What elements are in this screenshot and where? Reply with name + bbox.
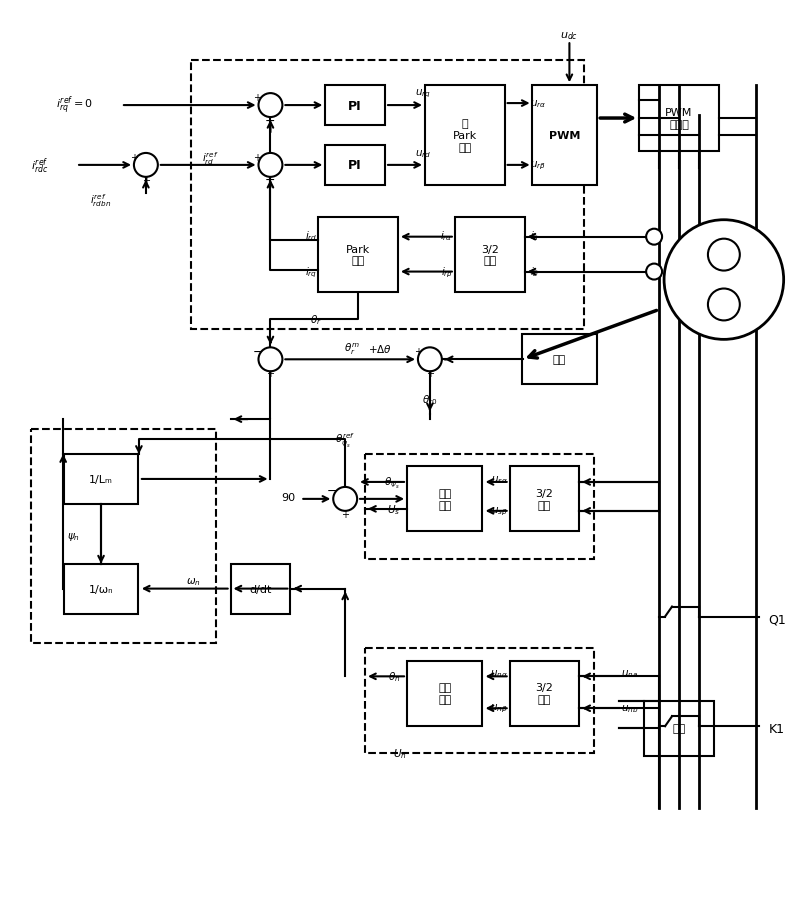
Bar <box>64 455 138 505</box>
Text: $\theta_r^m$: $\theta_r^m$ <box>345 341 360 357</box>
Text: 码盘: 码盘 <box>553 355 566 365</box>
Text: 3/2
变换: 3/2 变换 <box>535 683 554 704</box>
Bar <box>365 455 594 559</box>
Text: PI: PI <box>348 159 362 172</box>
Bar <box>365 649 594 754</box>
Text: $i_{r\alpha}$: $i_{r\alpha}$ <box>440 229 453 243</box>
Text: 电压
计算: 电压 计算 <box>438 683 451 704</box>
Text: $i_{r\beta}$: $i_{r\beta}$ <box>441 265 453 279</box>
Text: 电压
计算: 电压 计算 <box>438 489 451 510</box>
Bar <box>407 467 482 532</box>
Circle shape <box>646 230 662 245</box>
Bar <box>510 467 579 532</box>
Text: $\omega_n$: $\omega_n$ <box>186 575 201 587</box>
Text: $u_{na}$: $u_{na}$ <box>622 668 638 679</box>
Text: +: + <box>142 176 150 186</box>
Text: $U_s$: $U_s$ <box>386 503 400 516</box>
Text: 3/2
变换: 3/2 变换 <box>481 244 498 267</box>
Bar <box>326 146 385 186</box>
Circle shape <box>134 153 158 177</box>
Text: $\theta_r$: $\theta_r$ <box>310 313 322 327</box>
Text: $i_{rq}^{ref}=0$: $i_{rq}^{ref}=0$ <box>56 95 93 117</box>
Text: $i_{rdbn}^{ref}$: $i_{rdbn}^{ref}$ <box>90 192 112 209</box>
Circle shape <box>258 348 282 372</box>
Text: $u_{rq}$: $u_{rq}$ <box>415 88 431 100</box>
Text: $i_{rdc}^{ref}$: $i_{rdc}^{ref}$ <box>31 156 49 176</box>
Text: $i_a$: $i_a$ <box>530 229 538 243</box>
Circle shape <box>334 487 357 511</box>
Text: $u_{dc}$: $u_{dc}$ <box>560 30 578 42</box>
Bar <box>510 661 579 726</box>
Text: 反
Park
变换: 反 Park 变换 <box>453 119 477 153</box>
Bar <box>31 429 216 643</box>
Bar <box>64 564 138 614</box>
Text: PWM: PWM <box>549 130 580 141</box>
Text: +: + <box>266 369 274 379</box>
Bar <box>230 564 290 614</box>
Text: −: − <box>266 114 276 128</box>
Text: $u_{s\alpha}$: $u_{s\alpha}$ <box>490 473 508 485</box>
Text: PWM
变频器: PWM 变频器 <box>666 108 693 130</box>
Text: +: + <box>130 153 138 163</box>
Bar <box>190 62 584 330</box>
Text: 3/2
变换: 3/2 变换 <box>535 489 554 510</box>
Text: $u_{r\beta}$: $u_{r\beta}$ <box>530 160 546 172</box>
Text: $\psi_n$: $\psi_n$ <box>66 530 80 542</box>
Text: 电网: 电网 <box>673 723 686 733</box>
Text: −: − <box>327 485 338 498</box>
Text: $u_{n\beta}$: $u_{n\beta}$ <box>490 702 508 715</box>
Text: $u_{rd}$: $u_{rd}$ <box>415 148 431 160</box>
Circle shape <box>258 153 282 177</box>
Circle shape <box>418 348 442 372</box>
Text: +: + <box>426 369 434 379</box>
Bar <box>522 335 597 385</box>
Bar <box>639 86 719 152</box>
Bar <box>455 218 525 292</box>
Text: $\theta_n$: $\theta_n$ <box>387 670 400 684</box>
Circle shape <box>646 265 662 280</box>
Text: K1: K1 <box>769 722 785 735</box>
Text: −: − <box>266 175 276 187</box>
Text: +: + <box>254 93 262 103</box>
Bar <box>532 86 597 186</box>
Circle shape <box>664 221 784 340</box>
Text: 90: 90 <box>282 493 295 503</box>
Text: −: − <box>252 346 262 358</box>
Text: $U_n$: $U_n$ <box>393 746 407 760</box>
Circle shape <box>258 94 282 118</box>
Text: $i_b$: $i_b$ <box>530 266 538 279</box>
Text: Park
变换: Park 变换 <box>346 244 370 267</box>
Text: $u_{s\beta}$: $u_{s\beta}$ <box>491 505 508 517</box>
Text: Q1: Q1 <box>769 612 786 625</box>
Text: PI: PI <box>348 99 362 112</box>
Text: $u_{n\alpha}$: $u_{n\alpha}$ <box>490 668 508 679</box>
Text: $\theta_{r0}$: $\theta_{r0}$ <box>422 392 438 406</box>
Text: $u_{nb}$: $u_{nb}$ <box>622 703 638 714</box>
Text: $i_{rq}$: $i_{rq}$ <box>305 265 318 279</box>
Text: $\theta_{\psi_s}^{ref}$: $\theta_{\psi_s}^{ref}$ <box>335 431 355 448</box>
Circle shape <box>708 240 740 271</box>
Text: $+\Delta\theta$: $+\Delta\theta$ <box>368 343 392 355</box>
Text: $i_{rd}$: $i_{rd}$ <box>305 229 318 243</box>
Bar <box>326 86 385 126</box>
Text: 1/Lₘ: 1/Lₘ <box>89 474 113 484</box>
Text: $\theta_{\psi_s}$: $\theta_{\psi_s}$ <box>384 475 400 490</box>
Bar <box>425 86 505 186</box>
Text: $i_{rd}^{ref}$: $i_{rd}^{ref}$ <box>202 151 219 167</box>
Bar <box>318 218 398 292</box>
Text: +: + <box>341 509 349 519</box>
Text: d/dt: d/dt <box>250 584 272 594</box>
Bar <box>407 661 482 726</box>
Bar <box>644 701 714 755</box>
Circle shape <box>708 289 740 321</box>
Text: 1/ωₙ: 1/ωₙ <box>89 584 114 594</box>
Text: +: + <box>254 153 262 163</box>
Text: $u_{r\alpha}$: $u_{r\alpha}$ <box>530 98 546 110</box>
Text: +: + <box>414 347 422 357</box>
